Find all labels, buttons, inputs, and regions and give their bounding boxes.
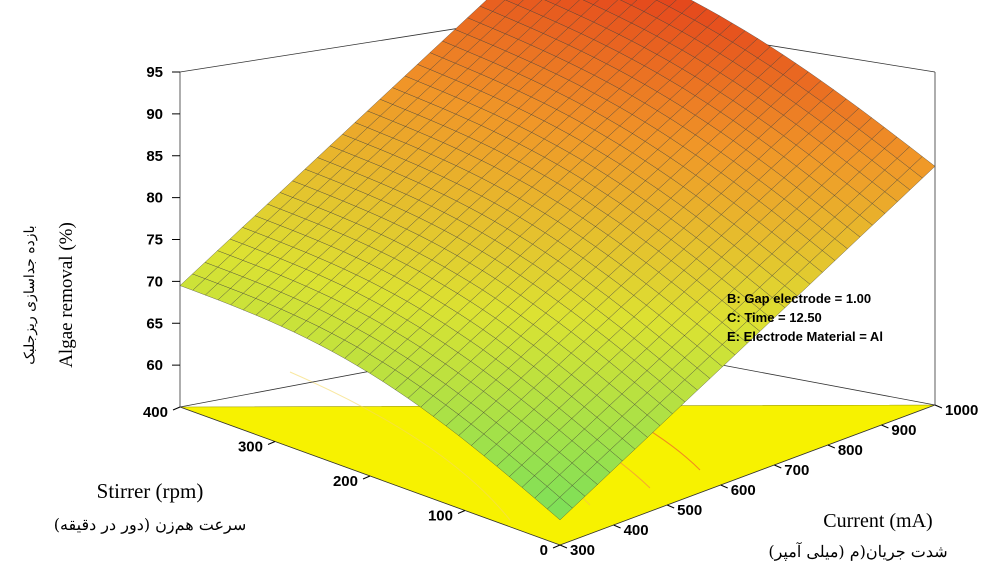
surface-cell bbox=[656, 0, 677, 7]
stirrer-tick-mark bbox=[457, 510, 466, 514]
current-tick-label: 1000 bbox=[945, 402, 978, 419]
stirrer-tick-label: 200 bbox=[333, 473, 358, 490]
surface-cell bbox=[620, 0, 638, 6]
surface-cell bbox=[582, 0, 599, 5]
current-tick-mark bbox=[881, 424, 889, 429]
z-tick-label: 85 bbox=[146, 148, 163, 165]
current-axis-ticks: 300 400 500 600 700 800 900 1000 bbox=[559, 402, 978, 559]
surface-cell bbox=[909, 156, 936, 179]
z-tick-label: 80 bbox=[146, 190, 163, 207]
stirrer-tick-mark bbox=[172, 406, 181, 411]
stirrer-tick-label: 300 bbox=[238, 439, 263, 456]
z-tick-label: 75 bbox=[146, 232, 163, 249]
z-axis-label-fa: بازده جداسازی ریزجلبک bbox=[22, 225, 38, 364]
stirrer-tick-mark bbox=[552, 544, 561, 549]
current-tick-label: 300 bbox=[570, 542, 595, 559]
stirrer-tick-mark bbox=[267, 441, 276, 445]
current-tick-mark bbox=[827, 444, 836, 449]
z-tick-label: 95 bbox=[146, 64, 163, 81]
z-axis-label: Algae removal (%) bbox=[56, 222, 77, 368]
fixed-factor-3: E: Electrode Material = Al bbox=[727, 329, 883, 344]
z-axis-ticks: 60 65 70 75 80 85 90 95 bbox=[146, 64, 180, 374]
current-tick-label: 800 bbox=[838, 442, 863, 459]
current-tick-label: 600 bbox=[731, 482, 756, 499]
current-tick-mark bbox=[613, 524, 621, 529]
current-tick-mark bbox=[559, 544, 568, 549]
fixed-factor-2: C: Time = 12.50 bbox=[727, 310, 822, 325]
stirrer-tick-label: 100 bbox=[428, 508, 453, 525]
current-tick-label: 500 bbox=[677, 502, 702, 519]
z-tick-label: 70 bbox=[146, 273, 163, 290]
z-tick-label: 90 bbox=[146, 106, 163, 123]
stirrer-tick-label: 0 bbox=[540, 542, 548, 559]
stirrer-axis-ticks: 0 100 200 300 400 bbox=[143, 404, 561, 559]
current-tick-mark bbox=[774, 464, 782, 469]
fixed-factor-1: B: Gap electrode = 1.00 bbox=[727, 291, 871, 306]
stirrer-axis-label-fa: سرعت هم‌زن (دور در دقیقه) bbox=[54, 515, 247, 534]
response-surface bbox=[179, 0, 936, 521]
current-tick-label: 700 bbox=[784, 462, 809, 479]
current-tick-mark bbox=[934, 404, 943, 409]
current-tick-label: 400 bbox=[624, 522, 649, 539]
z-tick-label: 60 bbox=[146, 357, 163, 374]
stirrer-axis-label: Stirrer (rpm) bbox=[97, 479, 204, 503]
stirrer-tick-mark bbox=[362, 475, 371, 480]
current-tick-mark bbox=[720, 484, 728, 489]
z-tick-label: 65 bbox=[146, 315, 163, 332]
current-axis-label: Current (mA) bbox=[823, 510, 932, 532]
current-axis-label-fa: شدت جریان(م (میلی آمپر) bbox=[768, 541, 947, 561]
stirrer-tick-label: 400 bbox=[143, 404, 168, 421]
current-tick-mark bbox=[666, 504, 675, 509]
current-tick-label: 900 bbox=[891, 422, 916, 439]
